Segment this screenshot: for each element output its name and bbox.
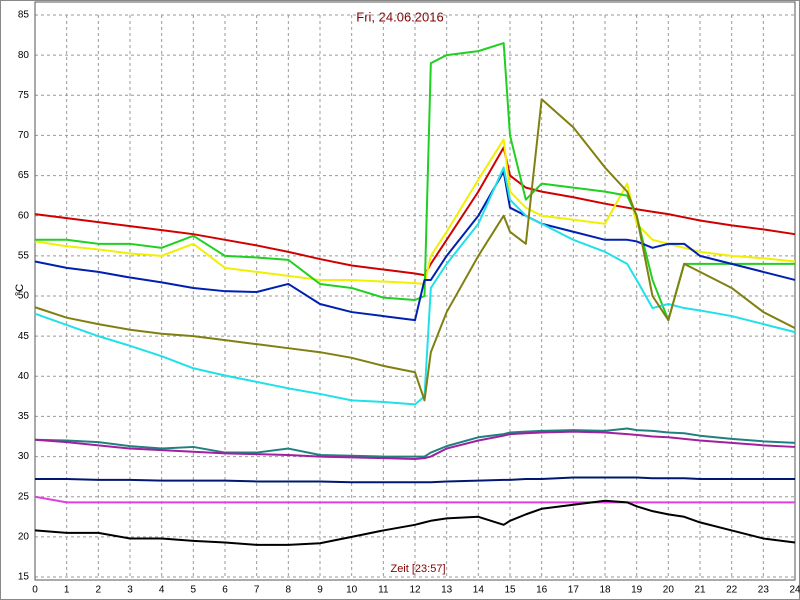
y-tick-label: 30 bbox=[18, 451, 30, 462]
line-series bbox=[34, 430, 796, 460]
y-tick-label: 85 bbox=[18, 10, 30, 21]
y-tick-label: 20 bbox=[18, 531, 30, 542]
y-tick-label: 65 bbox=[18, 170, 30, 181]
x-tick-label: 9 bbox=[317, 585, 323, 596]
line-series bbox=[34, 495, 795, 504]
x-tick-label: 23 bbox=[758, 585, 770, 596]
chart-title: Fri, 24.06.2016 bbox=[356, 9, 443, 24]
plot-frame bbox=[34, 1, 796, 581]
y-tick-label: 35 bbox=[18, 411, 30, 422]
x-tick-label: 21 bbox=[694, 585, 706, 596]
line-series bbox=[35, 476, 795, 484]
x-tick-label: 20 bbox=[663, 585, 675, 596]
x-tick-label: 5 bbox=[191, 585, 197, 596]
line-series bbox=[34, 427, 796, 458]
x-axis-label: Zeit [23:57] bbox=[390, 563, 445, 575]
x-tick-label: 2 bbox=[96, 585, 102, 596]
line-series bbox=[34, 170, 796, 322]
y-tick-label: 40 bbox=[18, 371, 30, 382]
x-tick-label: 7 bbox=[254, 585, 260, 596]
x-tick-label: 22 bbox=[726, 585, 738, 596]
x-tick-label: 18 bbox=[599, 585, 611, 596]
x-tick-label: 0 bbox=[32, 585, 38, 596]
line-series bbox=[34, 166, 796, 406]
y-tick-label: 80 bbox=[18, 50, 30, 61]
x-tick-label: 19 bbox=[631, 585, 643, 596]
y-tick-label: 75 bbox=[18, 90, 30, 101]
x-tick-label: 6 bbox=[222, 585, 228, 596]
y-tick-label: 50 bbox=[18, 291, 30, 302]
line-series bbox=[34, 146, 796, 277]
y-tick-label: 70 bbox=[18, 130, 30, 141]
x-tick-label: 16 bbox=[536, 585, 548, 596]
line-series bbox=[34, 499, 796, 546]
x-tick-label: 17 bbox=[568, 585, 580, 596]
x-tick-label: 12 bbox=[409, 585, 421, 596]
line-series bbox=[35, 42, 795, 322]
y-tick-label: 60 bbox=[18, 210, 30, 221]
x-tick-label: 24 bbox=[789, 585, 800, 596]
x-tick-label: 4 bbox=[159, 585, 165, 596]
x-tick-label: 1 bbox=[64, 585, 70, 596]
y-tick-label: 55 bbox=[18, 250, 30, 261]
x-tick-label: 14 bbox=[473, 585, 485, 596]
line-series bbox=[34, 138, 796, 285]
x-tick-label: 3 bbox=[127, 585, 133, 596]
x-tick-label: 10 bbox=[346, 585, 358, 596]
line-series bbox=[34, 98, 796, 402]
y-axis-label: °C bbox=[14, 284, 26, 296]
x-tick-label: 15 bbox=[504, 585, 516, 596]
y-tick-label: 15 bbox=[18, 572, 30, 583]
x-tick-label: 13 bbox=[441, 585, 453, 596]
x-tick-label: 11 bbox=[378, 585, 389, 596]
y-tick-label: 25 bbox=[18, 491, 30, 502]
y-tick-label: 45 bbox=[18, 331, 30, 342]
x-tick-label: 8 bbox=[286, 585, 292, 596]
